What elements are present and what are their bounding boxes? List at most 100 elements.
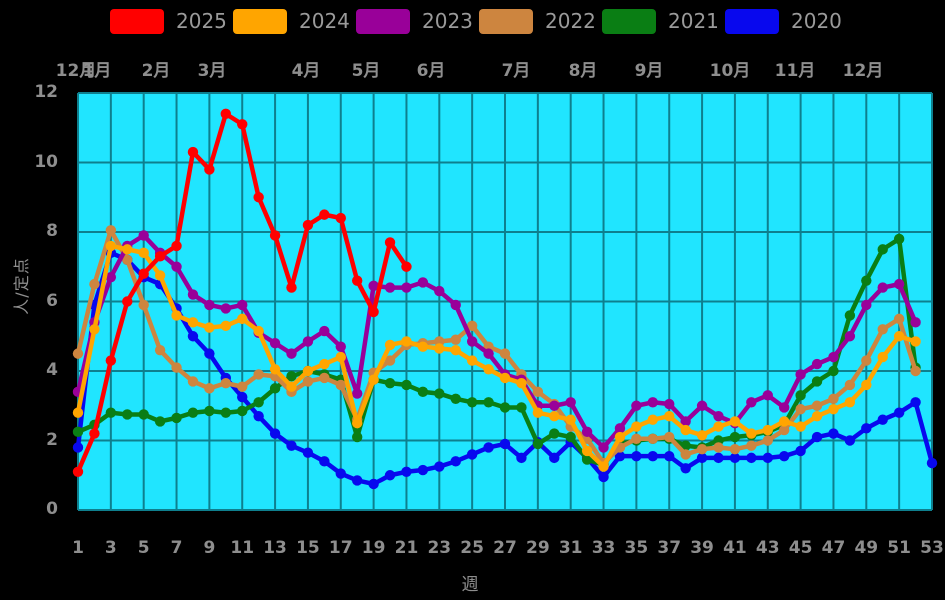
data-point [138,299,149,311]
legend-item-label: 2022 [545,9,596,33]
data-point [598,461,609,472]
data-point [138,268,149,279]
data-point [565,397,576,408]
data-point [844,331,856,342]
data-point [138,230,149,241]
data-point [401,379,412,391]
x-tick-label: 47 [821,538,846,558]
data-point [253,192,264,203]
legend-item-label: 2021 [668,9,719,33]
data-point [746,452,757,464]
data-point [762,435,773,446]
data-point [237,381,248,392]
data-point [696,452,708,464]
data-point [713,452,724,464]
data-point [384,355,396,366]
series-2024 [72,240,921,472]
data-point [351,275,363,286]
data-point [269,338,281,349]
x-axis-title: 週 [461,575,479,595]
data-point [811,431,823,443]
x-tick-label: 9 [203,538,216,558]
data-point [105,271,117,283]
data-point [302,219,314,231]
x-tick-label: 41 [723,538,747,558]
data-point [286,282,297,293]
data-point [204,383,215,394]
data-point [434,285,445,297]
data-point [450,456,461,467]
data-point [713,410,724,422]
data-point [499,402,511,413]
data-point [696,430,708,441]
data-point [795,404,806,415]
data-point [746,428,757,439]
data-point [746,440,757,451]
x-tick-label: 1 [72,538,84,558]
y-tick-label: 10 [34,151,58,172]
data-point [286,371,297,382]
data-point [171,310,182,321]
data-point [269,383,281,394]
data-point [861,379,872,391]
legend-swatch [725,9,779,34]
data-point [811,400,823,411]
data-point [368,374,379,385]
data-point [565,431,576,443]
data-point [269,428,281,439]
data-point [713,421,724,432]
data-point [384,339,396,351]
data-point [122,296,133,307]
data-point [778,424,790,436]
data-point [844,397,856,408]
data-point [565,414,576,425]
legend: 2025 2024 2023 2022 2021 2020 [0,0,945,40]
data-point [286,381,297,392]
data-point [319,209,330,220]
x-tick-label: 27 [493,538,517,558]
data-point [72,426,84,438]
data-point [696,400,708,411]
data-point [598,442,609,453]
series-line-2022 [75,228,918,466]
data-point [89,278,100,290]
data-point [466,355,478,366]
data-point [499,372,511,384]
data-point [631,400,642,411]
data-point [910,365,921,377]
data-point [483,348,494,359]
month-label: 9月 [634,61,664,81]
legend-item-label: 2024 [299,9,350,33]
data-point [138,247,149,259]
data-point [368,306,379,318]
x-tick-label: 13 [263,538,287,558]
data-point [861,355,872,366]
data-point [450,393,461,404]
data-point [253,410,264,422]
data-point [154,416,166,427]
data-point [384,470,396,481]
data-point [237,405,248,417]
data-point [680,463,691,474]
data-point [187,407,199,418]
y-axis-title: 人/定点 [12,257,31,315]
x-tick-label: 53 [920,538,944,558]
data-point [384,377,396,389]
data-point [893,233,905,245]
month-label: 6月 [416,61,446,81]
data-point [844,379,856,391]
data-point [335,468,346,479]
x-tick-label: 23 [427,538,452,558]
x-tick-label: 33 [591,538,616,558]
x-tick-label: 15 [296,538,320,558]
month-label: 11月 [774,61,816,81]
data-point [877,324,888,335]
data-point [319,456,330,467]
data-point [910,336,921,347]
data-point [302,336,314,347]
data-point [171,261,182,272]
data-point [483,442,494,453]
data-point [549,400,560,411]
data-point [828,404,839,415]
data-point [187,317,199,328]
